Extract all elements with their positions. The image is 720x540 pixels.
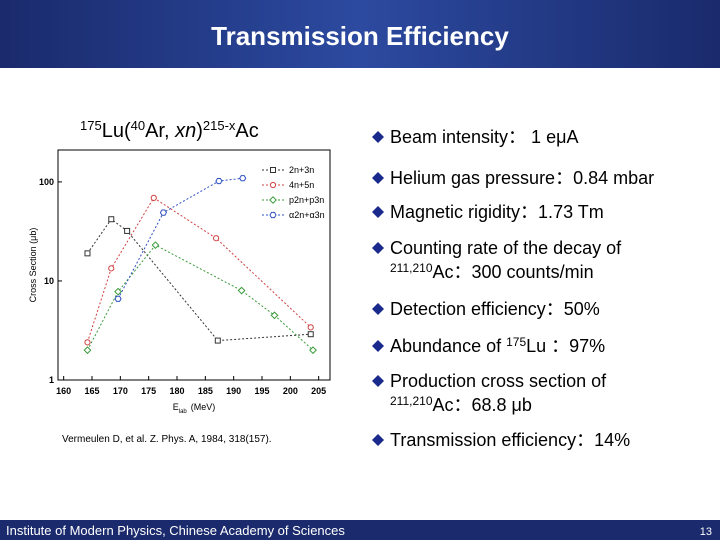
bullet-icon bbox=[372, 303, 384, 315]
x-axis-label-sub: lab bbox=[179, 409, 188, 415]
bullet-icon bbox=[372, 206, 384, 218]
marker bbox=[270, 311, 279, 320]
bullet: Magnetic rigidity：1.73 Tm bbox=[390, 202, 604, 222]
marker bbox=[307, 324, 314, 331]
series-line bbox=[87, 244, 314, 351]
bullet-part: Lu ：97% bbox=[526, 336, 605, 356]
y-axis-label: Cross Section (μb) bbox=[28, 228, 38, 303]
bullet-icon bbox=[372, 340, 384, 352]
marker bbox=[84, 250, 91, 257]
marker bbox=[151, 241, 160, 250]
header-band bbox=[0, 0, 720, 68]
marker bbox=[150, 194, 157, 201]
marker bbox=[114, 295, 122, 302]
citation: Vermeulen D, et al. Z. Phys. A, 1984, 31… bbox=[62, 434, 272, 445]
x-tick-label: 185 bbox=[198, 386, 213, 396]
bullet: Beam intensity： 1 eμA bbox=[390, 127, 578, 147]
reaction-part: Ar, bbox=[145, 120, 175, 142]
legend-label: 4n+5n bbox=[289, 180, 314, 190]
bullet: Abundance of 175Lu ：97% bbox=[390, 335, 605, 356]
legend-label: p2n+p3n bbox=[289, 195, 324, 205]
chart: 160 165 170 175 180 185 190 195 200 205 1 10 100 Cros… bbox=[28, 149, 331, 415]
marker bbox=[124, 227, 131, 234]
bullet-sup: 211,210 bbox=[390, 261, 433, 275]
marker bbox=[215, 177, 223, 185]
slide-title: Transmission Efficiency bbox=[211, 21, 509, 51]
legend-label: α2n+α3n bbox=[289, 210, 325, 220]
x-tick-label: 190 bbox=[226, 386, 241, 396]
x-axis-label: Elab (MeV) bbox=[173, 402, 216, 415]
bullet-icon bbox=[372, 242, 384, 254]
marker bbox=[108, 216, 115, 223]
reaction: 175Lu(40Ar, xn)215-xAc bbox=[80, 118, 259, 142]
page-number: 13 bbox=[700, 526, 712, 538]
bullet-icon bbox=[372, 434, 384, 446]
bullet: Helium gas pressure：0.84 mbar bbox=[390, 168, 654, 188]
marker bbox=[214, 337, 221, 344]
marker bbox=[213, 235, 220, 242]
marker bbox=[108, 265, 115, 272]
bullet-line: 211,210Ac：68.8 μb bbox=[390, 394, 532, 415]
legend-marker bbox=[269, 196, 277, 204]
bullet: Production cross section of bbox=[390, 371, 607, 391]
reaction-part: 175 bbox=[80, 118, 102, 133]
marker bbox=[114, 287, 122, 296]
bullet-part: Ac：300 counts/min bbox=[433, 262, 594, 282]
bullet-icon bbox=[372, 131, 384, 143]
x-tick-label: 205 bbox=[311, 386, 326, 396]
reaction-part: 215-x bbox=[203, 118, 236, 133]
bullet-icon bbox=[372, 172, 384, 184]
x-tick-label: 175 bbox=[141, 386, 156, 396]
x-tick-label: 180 bbox=[169, 386, 184, 396]
marker bbox=[159, 209, 167, 216]
x-tick-label: 160 bbox=[56, 386, 71, 396]
legend-label: 2n+3n bbox=[289, 165, 314, 175]
x-tick-label: 195 bbox=[254, 386, 269, 396]
x-tick-label: 165 bbox=[84, 386, 99, 396]
bullet-sup: 211,210 bbox=[390, 394, 433, 408]
x-tick-label: 200 bbox=[283, 386, 298, 396]
marker bbox=[309, 346, 317, 355]
x-axis-label-unit: (MeV) bbox=[191, 402, 216, 412]
legend-marker bbox=[269, 181, 277, 189]
x-tick-label: 170 bbox=[113, 386, 128, 396]
bullet-part: Abundance of bbox=[390, 336, 506, 356]
footer-band bbox=[0, 520, 720, 540]
bullet-icon bbox=[372, 375, 384, 387]
y-tick-label: 1 bbox=[49, 375, 54, 385]
bullet: Transmission efficiency：14% bbox=[390, 430, 630, 450]
series-line bbox=[117, 177, 243, 300]
reaction-part: xn bbox=[174, 120, 196, 142]
marker bbox=[237, 286, 246, 295]
bullet: Detection efficiency：50% bbox=[390, 299, 600, 319]
bullet-part: Ac：68.8 μb bbox=[433, 395, 532, 415]
plot-frame bbox=[57, 149, 331, 381]
marker bbox=[239, 175, 247, 182]
bullet: Counting rate of the decay of bbox=[390, 238, 622, 258]
legend-marker bbox=[269, 211, 277, 219]
y-tick-label: 100 bbox=[39, 177, 54, 187]
footer-text: Institute of Modern Physics, Chinese Aca… bbox=[6, 523, 345, 538]
y-tick-label: 10 bbox=[44, 276, 54, 286]
bullet-sup: 175 bbox=[506, 335, 526, 349]
reaction-part: Lu( bbox=[102, 120, 131, 142]
bullet-line: 211,210Ac：300 counts/min bbox=[390, 261, 594, 282]
marker bbox=[84, 339, 91, 346]
bullets: Beam intensity： 1 eμA Helium gas pressur… bbox=[372, 127, 654, 450]
reaction-part: 40 bbox=[131, 118, 145, 133]
x-axis-label-main: E bbox=[173, 402, 179, 412]
reaction-part: Ac bbox=[235, 120, 258, 142]
reaction-part: ) bbox=[196, 120, 203, 142]
legend-marker bbox=[270, 167, 276, 173]
marker bbox=[307, 331, 314, 338]
marker bbox=[83, 346, 92, 355]
